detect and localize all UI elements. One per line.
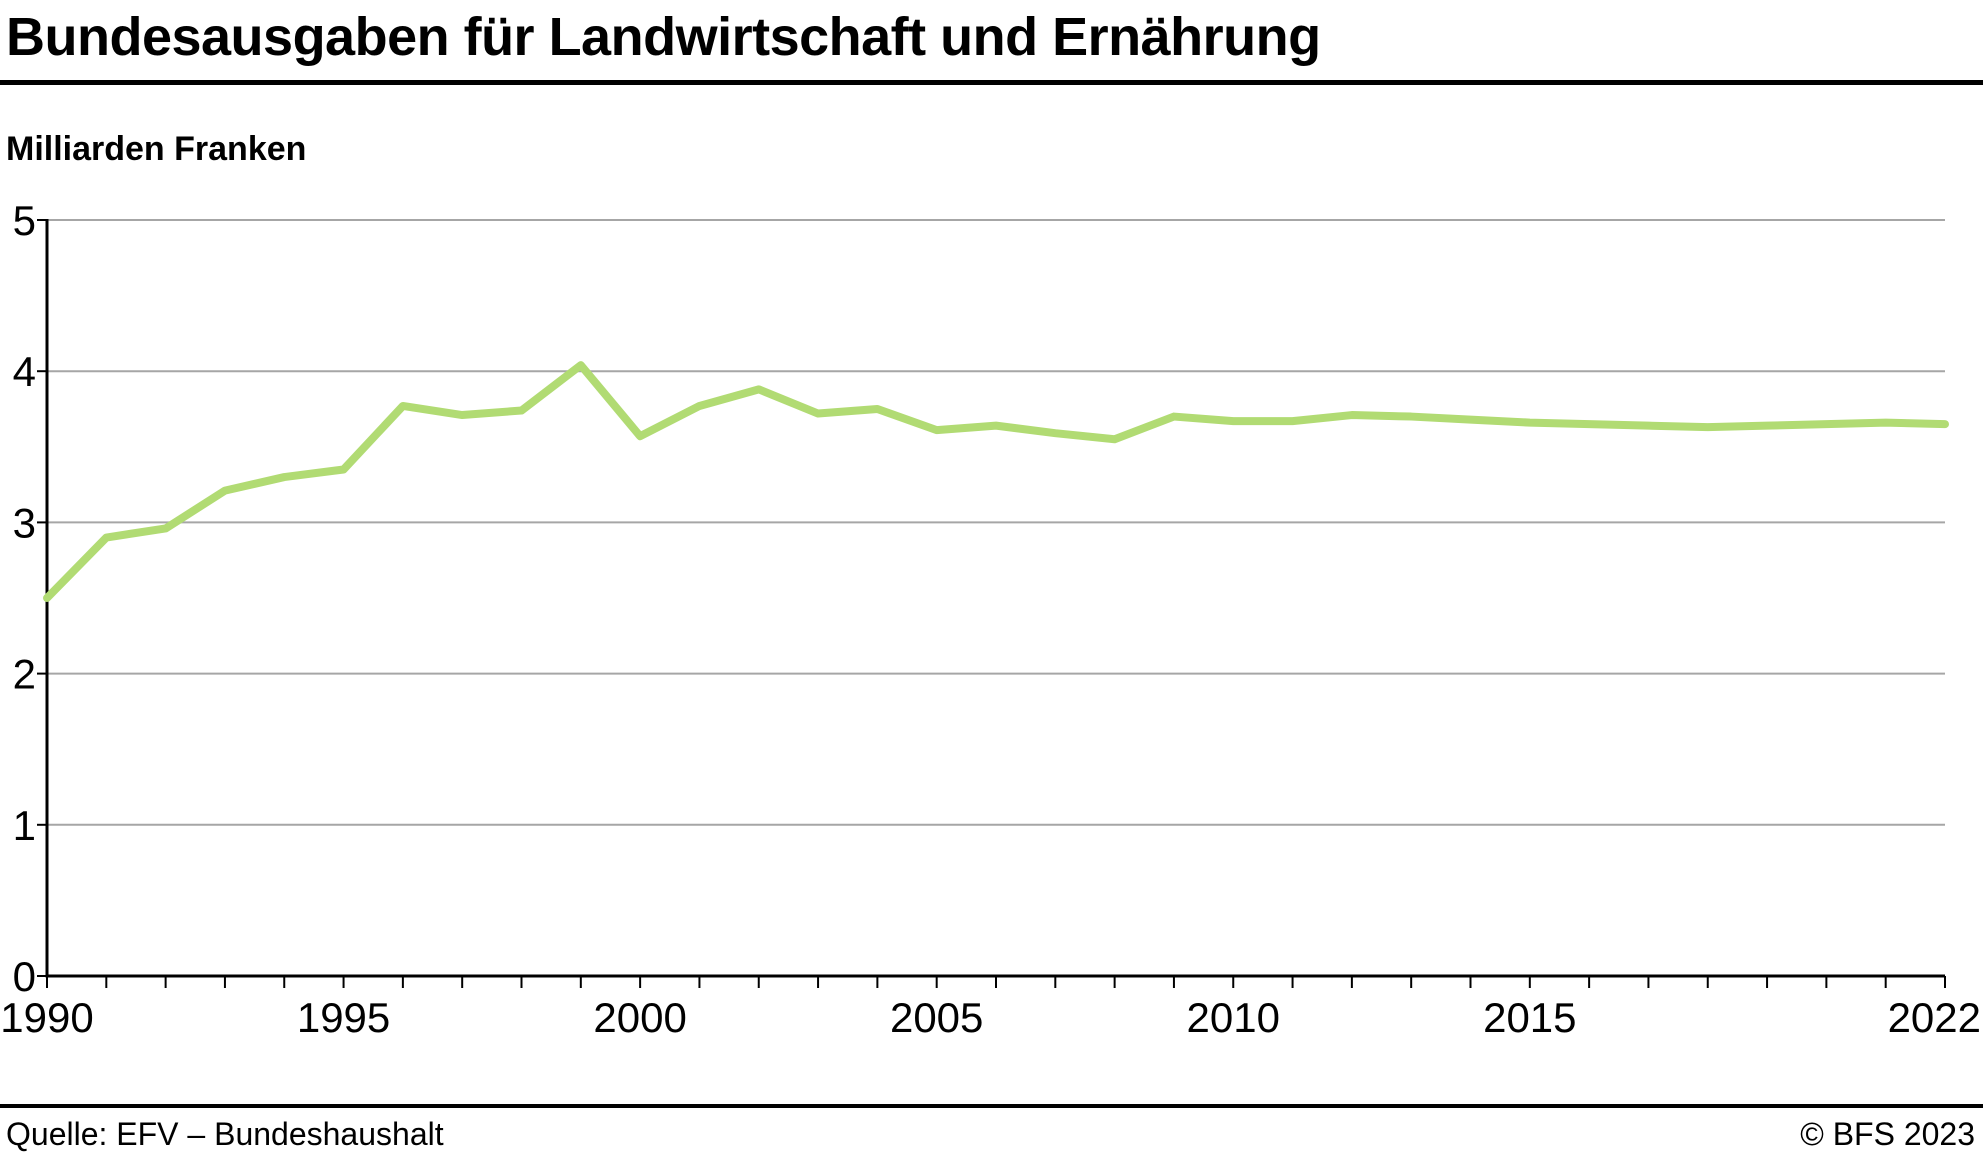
footer-divider bbox=[0, 1104, 1983, 1108]
svg-text:2: 2 bbox=[13, 651, 36, 698]
source-label: Quelle: EFV – Bundeshaushalt bbox=[6, 1116, 444, 1152]
axes bbox=[45, 219, 1945, 978]
svg-text:2005: 2005 bbox=[890, 994, 983, 1041]
svg-text:1: 1 bbox=[13, 802, 36, 849]
copyright-label: © BFS 2023 bbox=[1800, 1116, 1975, 1152]
svg-text:5: 5 bbox=[13, 197, 36, 244]
svg-text:4: 4 bbox=[13, 348, 36, 395]
footer: Quelle: EFV – Bundeshaushalt © BFS 2023 bbox=[0, 1116, 1983, 1153]
x-axis-labels: 1990 1995 2000 2005 2010 2015 2022 bbox=[0, 994, 1981, 1041]
svg-text:3: 3 bbox=[13, 499, 36, 546]
svg-text:1995: 1995 bbox=[297, 994, 390, 1041]
svg-text:1990: 1990 bbox=[0, 994, 93, 1041]
tick-marks bbox=[37, 219, 1946, 988]
svg-text:2000: 2000 bbox=[593, 994, 686, 1041]
y-axis-unit-label: Milliarden Franken bbox=[6, 130, 307, 168]
gridlines bbox=[47, 219, 1945, 826]
svg-text:0: 0 bbox=[13, 953, 36, 1000]
svg-text:2015: 2015 bbox=[1483, 994, 1576, 1041]
line-chart: 0 1 2 3 4 5 1990 1995 2000 2005 2010 2015 2022 bbox=[0, 197, 1981, 1041]
svg-text:2010: 2010 bbox=[1187, 994, 1280, 1041]
y-axis-labels: 0 1 2 3 4 5 bbox=[13, 197, 36, 1000]
title-divider bbox=[0, 80, 1983, 85]
svg-text:2022: 2022 bbox=[1888, 994, 1981, 1041]
data-line bbox=[43, 361, 1949, 602]
page-title: Bundesausgaben für Landwirtschaft und Er… bbox=[6, 7, 1321, 67]
